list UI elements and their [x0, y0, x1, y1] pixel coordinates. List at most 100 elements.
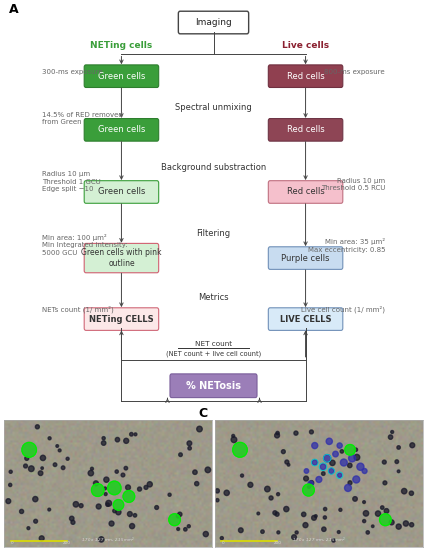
Text: Green cells: Green cells — [98, 125, 145, 134]
Circle shape — [71, 520, 75, 524]
Circle shape — [408, 491, 412, 496]
Circle shape — [264, 486, 270, 492]
Circle shape — [311, 460, 317, 465]
Circle shape — [307, 486, 310, 488]
Circle shape — [232, 442, 247, 457]
Circle shape — [293, 431, 297, 435]
Circle shape — [337, 473, 341, 477]
Circle shape — [276, 493, 279, 496]
Text: 0: 0 — [221, 541, 223, 545]
Circle shape — [25, 456, 29, 460]
Circle shape — [321, 527, 325, 531]
Circle shape — [352, 497, 357, 501]
FancyBboxPatch shape — [170, 374, 256, 398]
Circle shape — [91, 483, 104, 497]
Circle shape — [93, 481, 98, 486]
Circle shape — [6, 499, 11, 504]
Circle shape — [268, 496, 273, 500]
Circle shape — [363, 510, 368, 516]
Circle shape — [61, 466, 65, 470]
Circle shape — [58, 449, 61, 452]
Text: 1.70 x 1.27 mm, 2.15 mm$^2$: 1.70 x 1.27 mm, 2.15 mm$^2$ — [81, 536, 135, 545]
Text: Live cell count (1/ mm²): Live cell count (1/ mm²) — [300, 305, 384, 312]
Circle shape — [403, 521, 408, 526]
Circle shape — [274, 512, 279, 516]
Text: % NETosis: % NETosis — [186, 381, 240, 390]
Circle shape — [124, 438, 128, 443]
Text: A: A — [9, 3, 18, 16]
FancyBboxPatch shape — [178, 11, 248, 34]
Circle shape — [38, 471, 43, 476]
Circle shape — [362, 520, 365, 522]
Circle shape — [291, 535, 296, 540]
Circle shape — [284, 460, 288, 464]
Text: (NET count + live cell count): (NET count + live cell count) — [165, 350, 261, 356]
Circle shape — [147, 482, 152, 487]
Circle shape — [104, 477, 109, 482]
Circle shape — [301, 512, 305, 516]
Circle shape — [314, 515, 317, 518]
Circle shape — [371, 525, 373, 527]
Text: Spectral unmixing: Spectral unmixing — [175, 103, 251, 112]
Text: Metrics: Metrics — [198, 293, 228, 302]
Circle shape — [281, 450, 285, 454]
FancyBboxPatch shape — [268, 308, 342, 331]
Circle shape — [347, 481, 351, 485]
Circle shape — [112, 509, 116, 513]
Circle shape — [276, 531, 279, 534]
Circle shape — [115, 470, 118, 473]
Circle shape — [104, 487, 106, 490]
Text: Live cells: Live cells — [281, 41, 328, 50]
Circle shape — [248, 482, 252, 487]
Circle shape — [256, 512, 259, 515]
Circle shape — [130, 432, 133, 436]
Text: NETs count (1/ mm²): NETs count (1/ mm²) — [42, 305, 113, 312]
Text: 300-ms exposure: 300-ms exposure — [42, 69, 102, 75]
Circle shape — [396, 446, 400, 449]
Circle shape — [356, 463, 363, 470]
Circle shape — [187, 525, 190, 528]
Circle shape — [409, 443, 414, 448]
Circle shape — [90, 468, 93, 470]
Circle shape — [48, 437, 51, 440]
Circle shape — [344, 485, 351, 492]
Circle shape — [394, 460, 398, 464]
Circle shape — [336, 443, 342, 448]
Circle shape — [302, 522, 307, 527]
Circle shape — [194, 481, 199, 486]
Circle shape — [187, 447, 191, 450]
Circle shape — [102, 437, 105, 440]
Circle shape — [283, 507, 288, 512]
Circle shape — [9, 483, 12, 487]
Text: Green cells with pink
outline: Green cells with pink outline — [81, 249, 161, 268]
FancyBboxPatch shape — [84, 308, 158, 331]
Circle shape — [113, 499, 124, 510]
Circle shape — [183, 527, 187, 531]
Circle shape — [311, 515, 316, 520]
Text: Purple cells: Purple cells — [281, 254, 329, 262]
Circle shape — [192, 470, 197, 475]
Circle shape — [115, 509, 121, 515]
Circle shape — [344, 444, 354, 455]
Text: Radius 10 μm
Threshold 1 GCU
Edge split −10: Radius 10 μm Threshold 1 GCU Edge split … — [42, 171, 101, 192]
Circle shape — [144, 486, 148, 490]
Circle shape — [154, 505, 158, 509]
Text: C: C — [198, 408, 207, 420]
Circle shape — [308, 481, 313, 485]
Circle shape — [35, 425, 39, 429]
FancyBboxPatch shape — [268, 119, 342, 141]
Circle shape — [409, 522, 413, 527]
Circle shape — [287, 464, 289, 466]
Circle shape — [307, 481, 313, 486]
Circle shape — [331, 539, 334, 542]
Circle shape — [66, 457, 69, 460]
Circle shape — [380, 506, 383, 509]
Circle shape — [323, 508, 326, 511]
Circle shape — [177, 512, 181, 516]
Circle shape — [168, 493, 171, 496]
Circle shape — [379, 514, 390, 526]
Circle shape — [388, 520, 393, 525]
Circle shape — [69, 516, 74, 521]
Circle shape — [315, 476, 321, 482]
Circle shape — [40, 455, 46, 460]
